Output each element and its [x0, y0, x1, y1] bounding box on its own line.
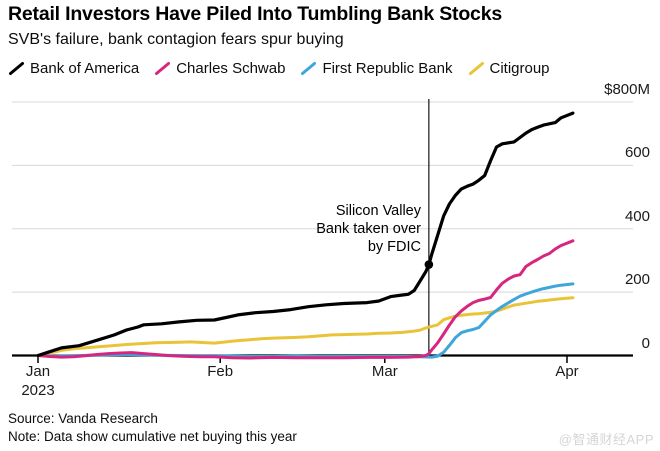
- line-swatch-icon: [301, 61, 317, 75]
- series-line-charles-schwab: [36, 239, 575, 360]
- line-swatch-stroke: [9, 61, 24, 75]
- svb-event-annotation: Silicon Valley Bank taken over by FDIC: [316, 202, 421, 256]
- line-swatch-icon: [155, 61, 171, 75]
- svb-event-dot: [424, 260, 434, 269]
- x-tick-label-mar: Mar: [371, 363, 398, 380]
- line-swatch-icon: [9, 61, 24, 75]
- x-tick-label-jan: Jan: [25, 363, 51, 380]
- legend-item-charles-schwab: Charles Schwab: [154, 60, 285, 77]
- chart-title: Retail Investors Have Piled Into Tumblin…: [8, 3, 502, 25]
- x-tick-label-feb: Feb: [207, 363, 234, 380]
- annotation-line: Silicon Valley: [335, 203, 421, 219]
- legend-label: Bank of America: [30, 59, 140, 77]
- legend-label: Charles Schwab: [176, 59, 286, 77]
- data-note: Note: Data show cumulative net buying th…: [8, 429, 297, 444]
- legend-label: First Republic Bank: [322, 59, 453, 77]
- x-tick-label-apr: Apr: [555, 363, 579, 380]
- line-swatch-stroke: [301, 61, 317, 75]
- legend-item-bank-of-america: Bank of America: [8, 60, 139, 77]
- line-swatch-stroke: [155, 61, 171, 75]
- series-line-bank-of-america: [36, 111, 575, 358]
- line-swatch-stroke: [468, 61, 484, 75]
- y-tick-label-600: 600: [624, 144, 650, 162]
- legend-item-first-republic-bank: First Republic Bank: [300, 59, 453, 77]
- chart-subtitle: SVB's failure, bank contagion fears spur…: [8, 31, 344, 48]
- y-tick-label-800: $800M: [604, 81, 650, 98]
- legend-item-citigroup: Citigroup: [468, 60, 550, 77]
- source-note: Source: Vanda Research: [8, 411, 158, 426]
- annotation-line: by FDIC: [367, 239, 421, 255]
- line-swatch-icon: [468, 61, 484, 75]
- y-tick-label-200: 200: [624, 271, 650, 289]
- legend: Bank of America Charles Schwab First Repub…: [8, 58, 550, 78]
- y-tick-label-0: 0: [641, 334, 650, 352]
- watermark: @智通财经APP: [558, 432, 654, 447]
- chart-footer: Source: Vanda Research Note: Data show c…: [8, 410, 297, 446]
- x-tick-sublabel-2023: 2023: [21, 382, 55, 399]
- series-line-citigroup: [36, 296, 575, 357]
- y-tick-label-400: 400: [624, 207, 650, 225]
- annotation-line: Bank taken over: [316, 221, 421, 237]
- legend-label: Citigroup: [489, 59, 550, 77]
